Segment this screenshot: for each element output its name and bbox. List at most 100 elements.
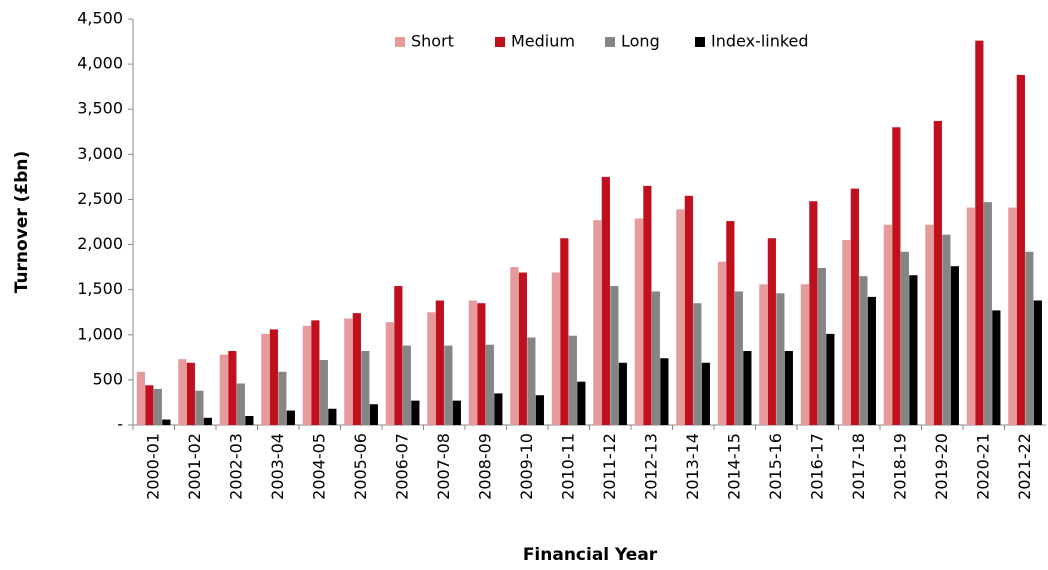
bar: [577, 381, 586, 425]
bar: [859, 276, 868, 425]
bar: [510, 267, 519, 425]
bar: [842, 240, 851, 425]
bar: [219, 354, 228, 425]
bar: [759, 284, 768, 425]
bar: [817, 268, 826, 425]
bar: [743, 351, 752, 425]
y-tick-label: 1,500: [77, 279, 123, 298]
legend-swatch: [495, 37, 505, 47]
x-tick-label: 2004-05: [309, 433, 328, 500]
legend-label: Medium: [511, 32, 575, 51]
bar: [178, 359, 187, 425]
bar: [983, 202, 992, 425]
bar: [245, 415, 254, 425]
bar: [684, 195, 693, 425]
bar: [411, 400, 420, 425]
x-tick-label: 2018-19: [890, 433, 909, 500]
bar: [269, 329, 278, 425]
bar: [618, 362, 627, 425]
bar: [477, 303, 486, 425]
x-tick-label: 2010-11: [558, 433, 577, 500]
x-tick-label: 2001-02: [185, 433, 204, 500]
bar: [195, 390, 204, 425]
x-tick-label: 2008-09: [475, 433, 494, 500]
bar: [826, 333, 835, 425]
bar: [394, 286, 403, 425]
x-tick-label: 2020-21: [973, 433, 992, 500]
bar: [136, 371, 145, 425]
bar: [145, 385, 154, 425]
bar: [717, 261, 726, 425]
x-tick-label: 2000-01: [143, 433, 162, 500]
x-tick-label: 2017-18: [849, 433, 868, 500]
bar: [651, 291, 660, 425]
bar: [236, 383, 245, 425]
bar: [452, 400, 461, 425]
x-tick-label: 2003-04: [268, 433, 287, 500]
x-axis-title: Financial Year: [523, 545, 658, 565]
bar: [610, 286, 619, 425]
bar: [203, 417, 212, 425]
legend-swatch: [695, 37, 705, 47]
bar: [278, 371, 287, 425]
x-tick-label: 2002-03: [226, 433, 245, 500]
bar: [302, 325, 311, 425]
bar: [535, 395, 544, 425]
bar: [676, 209, 685, 425]
bar: [402, 345, 411, 425]
x-tick-label: 2016-17: [807, 433, 826, 500]
bar: [726, 221, 735, 425]
bar: [933, 120, 942, 425]
bar: [527, 337, 536, 425]
x-tick-label: 2014-15: [724, 433, 743, 500]
bar: [518, 272, 527, 425]
x-tick-label: 2007-08: [434, 433, 453, 500]
bar: [369, 404, 378, 425]
bar: [485, 344, 494, 425]
y-tick-label: 2,000: [77, 234, 123, 253]
bar: [701, 362, 710, 425]
x-tick-label: 2011-12: [600, 433, 619, 500]
x-tick-label: 2009-10: [517, 433, 536, 500]
bar: [162, 419, 171, 425]
bar: [186, 362, 195, 425]
bar: [784, 351, 793, 425]
x-tick-label: 2019-20: [932, 433, 951, 500]
bar: [660, 358, 669, 425]
bar: [892, 127, 901, 426]
legend-swatch: [395, 37, 405, 47]
y-tick-label: 4,000: [77, 54, 123, 73]
bar: [950, 266, 959, 425]
bar: [942, 234, 951, 425]
x-tick-label: 2012-13: [641, 433, 660, 500]
bar: [800, 284, 809, 425]
bar: [344, 318, 353, 425]
bar: [560, 238, 569, 425]
y-axis-title: Turnover (£bn): [12, 151, 32, 294]
bar: [385, 322, 394, 425]
bar: [900, 251, 909, 425]
bar: [634, 218, 643, 425]
bar: [286, 410, 295, 425]
bar: [909, 275, 918, 425]
bar: [767, 238, 776, 425]
y-tick-label: 1,000: [77, 324, 123, 343]
bar: [568, 335, 577, 425]
y-tick-label: -: [117, 415, 123, 434]
bar: [1008, 207, 1017, 425]
bar: [734, 291, 743, 425]
legend-label: Index-linked: [711, 32, 809, 51]
bar: [551, 272, 560, 425]
bar: [992, 310, 1001, 425]
bar: [311, 320, 320, 425]
bar: [883, 224, 892, 425]
bar: [494, 393, 503, 425]
bar: [975, 40, 984, 426]
bar: [261, 333, 270, 425]
bar: [352, 313, 361, 425]
x-tick-label: 2005-06: [351, 433, 370, 500]
bar: [925, 224, 934, 425]
bar: [601, 176, 610, 425]
bar: [966, 207, 975, 425]
